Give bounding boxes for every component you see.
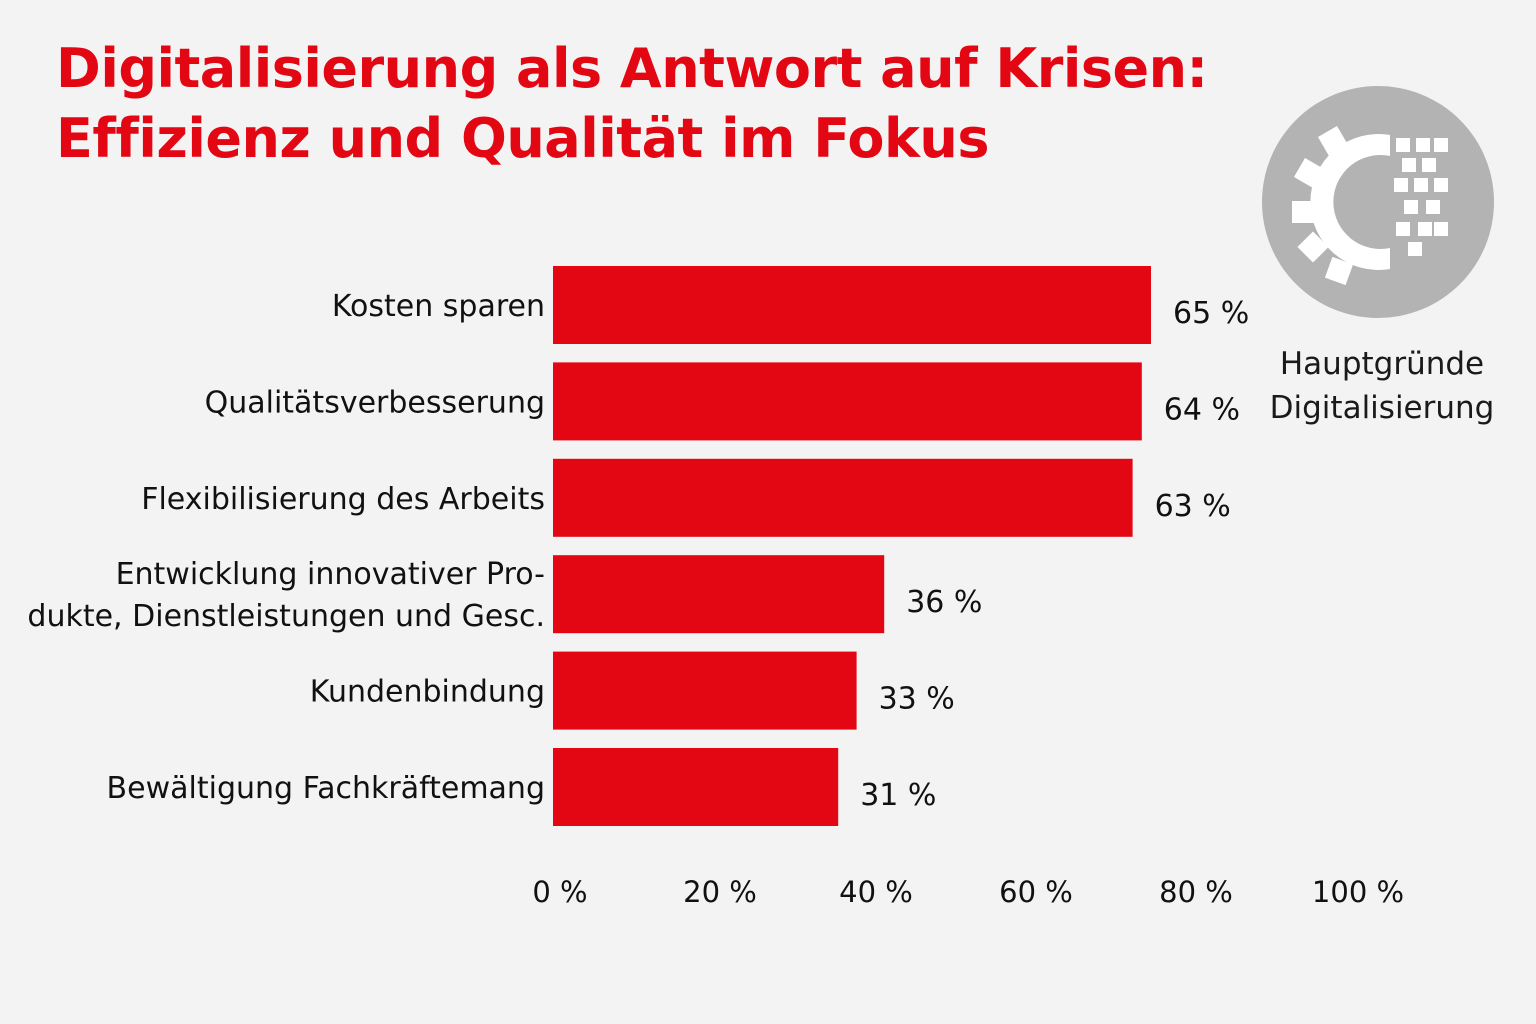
category-label: Kundenbindung	[310, 675, 545, 710]
category-label: Bewältigung Fachkräftemang	[107, 771, 545, 806]
value-label: 33 %	[879, 682, 955, 717]
side-label-line-1: Hauptgründe	[1279, 346, 1485, 382]
bar	[553, 266, 1151, 344]
category-label: dukte, Dienstleistungen und Gesc.	[27, 599, 545, 634]
x-tick-label: 0 %	[532, 875, 587, 909]
bar	[553, 651, 857, 730]
bar	[553, 458, 1133, 537]
value-label: 31 %	[860, 778, 936, 813]
category-label: Qualitätsverbesserung	[205, 385, 545, 420]
chart-title-line-1: Digitalisierung als Antwort auf Krisen:	[56, 37, 1208, 100]
x-tick-label: 100 %	[1312, 875, 1404, 909]
value-label: 36 %	[906, 585, 982, 620]
gear-c-pixel-logo-icon: C	[1262, 86, 1494, 318]
logo-pixels	[1394, 138, 1448, 256]
x-tick-label: 20 %	[683, 875, 757, 909]
category-label: Flexibilisierung des Arbeits	[141, 482, 545, 517]
x-tick-label: 80 %	[1159, 875, 1233, 909]
x-tick-label: 60 %	[999, 875, 1073, 909]
value-label: 63 %	[1155, 489, 1231, 524]
side-label-line-2: Digitalisierung	[1269, 390, 1495, 426]
chart-title-line-2: Effizienz und Qualität im Fokus	[56, 107, 990, 170]
value-label: 64 %	[1164, 392, 1240, 427]
bar	[553, 555, 885, 634]
category-label: Kosten sparen	[332, 289, 545, 324]
chart-title: Digitalisierung als Antwort auf Krisen: …	[56, 34, 1208, 174]
value-label: 65 %	[1173, 296, 1249, 331]
logo-letter: C	[1334, 169, 1378, 239]
category-label: Entwicklung innovativer Pro-	[116, 557, 545, 592]
bar	[553, 362, 1142, 441]
x-tick-label: 40 %	[839, 875, 913, 909]
side-label: Hauptgründe Digitalisierung	[1250, 342, 1514, 430]
bar	[553, 748, 839, 826]
